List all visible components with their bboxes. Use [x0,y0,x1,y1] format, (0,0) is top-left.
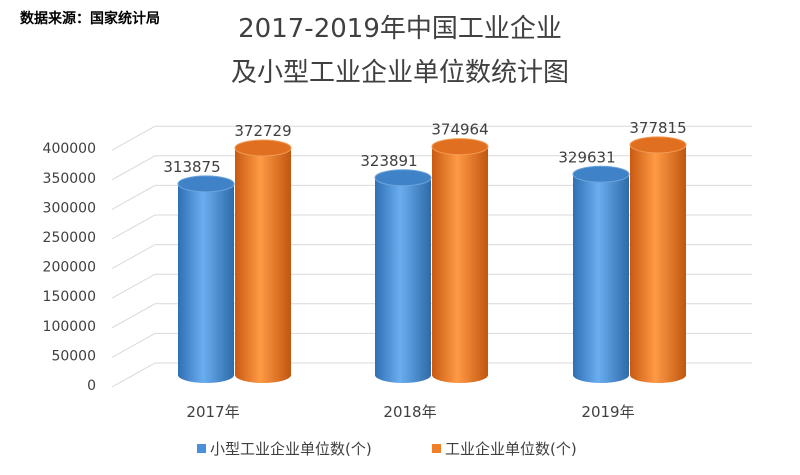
y-tick-label: 250000 [43,230,96,246]
data-label: 372729 [234,122,291,140]
gridline [111,155,752,181]
cylinder-top [374,169,432,187]
chart-title-line-2: 及小型工业企业单位数统计图 [230,58,569,88]
chart-title-line-1: 2017-2019年中国工业企业 [238,14,562,44]
cylinder-body [178,183,234,383]
y-tick-label: 0 [87,378,96,394]
gridline [111,273,752,299]
gridline [111,303,752,329]
data-label: 374964 [431,121,488,139]
data-label: 323891 [360,152,417,170]
cylinder-top [572,165,630,183]
y-tick-label: 200000 [43,260,96,276]
gridline [111,184,752,210]
y-tick-label: 300000 [43,200,96,216]
data-label: 329631 [558,148,615,166]
y-tick-label: 400000 [43,141,96,157]
cylinder-body [235,148,291,383]
cylinder-body [432,146,488,383]
bar-cylinder [177,175,235,383]
cylinder-top [629,136,687,154]
gridline [111,125,752,151]
bar-cylinder [374,169,432,383]
cylinder-body [573,174,629,383]
cylinder-top [177,175,235,193]
y-tick-label: 50000 [51,348,96,364]
cylinder-body [375,177,431,383]
legend-label: 工业企业单位数(个) [445,440,577,458]
gridline [111,332,752,358]
category-label: 2018年 [383,403,436,421]
category-label: 2019年 [581,403,634,421]
legend-label: 小型工业企业单位数(个) [210,440,372,458]
cylinder-top [431,138,489,156]
cylinder-body [630,144,686,383]
bar-cylinder [234,139,292,383]
bar-cylinder [629,136,687,383]
data-label: 377815 [629,119,686,137]
bar-cylinder [572,165,630,383]
bar-cylinder [431,138,489,383]
category-label: 2017年 [186,403,239,421]
gridline [111,244,752,270]
source-note: 数据来源：国家统计局 [20,11,160,27]
gridline [111,214,752,240]
cylinder-top [234,139,292,157]
y-tick-label: 100000 [43,319,96,335]
gridline [111,362,752,388]
y-tick-label: 350000 [43,171,96,187]
y-tick-label: 150000 [43,289,96,305]
data-label: 313875 [163,158,220,176]
legend-swatch [197,444,206,453]
legend-swatch [432,444,441,453]
